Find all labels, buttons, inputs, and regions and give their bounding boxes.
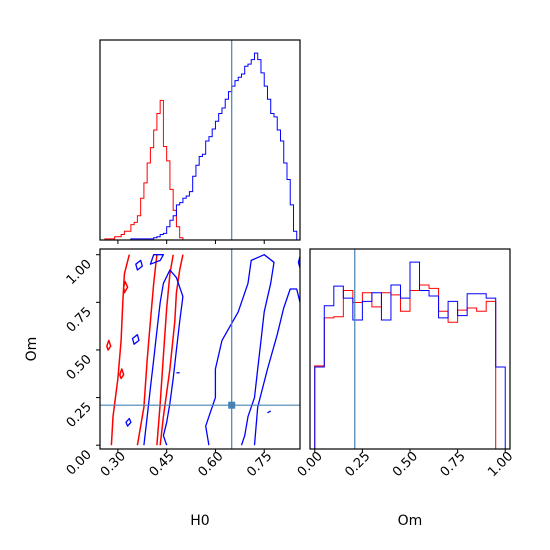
contour-frame [99, 248, 301, 450]
x-axis-label: Om [398, 513, 423, 529]
contour-blue [125, 417, 132, 427]
contour-blue [131, 334, 140, 345]
x-tick-label: 0.75 [438, 449, 469, 480]
x-tick-label: 0.00 [295, 449, 326, 480]
truth-marker [228, 401, 236, 409]
contour-blue [253, 288, 300, 446]
contour-blue [143, 269, 184, 446]
contour-red [159, 254, 184, 446]
histogram-blue [101, 52, 300, 240]
contour-blue [149, 254, 165, 265]
x-tick-label: 0.75 [244, 449, 275, 480]
contour-red [119, 368, 125, 380]
y-tick-label: 0.00 [64, 447, 95, 478]
histogram-red [101, 99, 300, 240]
y-tick-label: 0.75 [64, 305, 95, 336]
contour-red [110, 254, 131, 446]
x-tick-label: 0.25 [342, 449, 373, 480]
contour-blue [267, 410, 272, 414]
histogram-blue [314, 261, 506, 449]
x-tick-label: 1.00 [485, 449, 516, 480]
x-tick-label: 0.60 [195, 449, 226, 480]
contour-red [106, 339, 112, 351]
y-tick-label: 0.25 [64, 400, 95, 431]
contour-blue [135, 259, 143, 271]
hist-H0-frame [99, 39, 301, 241]
x-tick-label: 0.45 [147, 449, 178, 480]
contour-red [136, 254, 158, 446]
y-tick-label: 0.50 [64, 352, 95, 383]
contour-red [122, 280, 129, 294]
x-axis-label: H0 [190, 513, 209, 529]
contour-blue [205, 254, 275, 446]
contour-blue [297, 255, 300, 269]
x-tick-label: 0.30 [98, 449, 129, 480]
histogram-red [314, 284, 506, 449]
x-tick-label: 0.50 [390, 449, 421, 480]
y-axis-label: Om [24, 337, 40, 362]
y-tick-label: 1.00 [64, 257, 95, 288]
contour-red [156, 254, 174, 446]
